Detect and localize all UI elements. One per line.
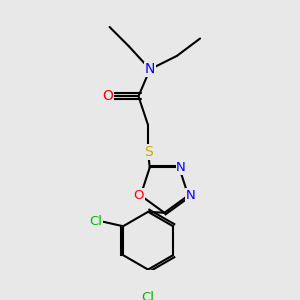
Text: N: N	[176, 161, 186, 174]
Text: N: N	[145, 62, 155, 76]
Text: S: S	[144, 145, 152, 159]
Text: Cl: Cl	[142, 291, 154, 300]
Text: Cl: Cl	[90, 215, 103, 228]
Text: O: O	[102, 89, 113, 103]
Text: N: N	[185, 189, 195, 202]
Text: O: O	[134, 189, 144, 202]
